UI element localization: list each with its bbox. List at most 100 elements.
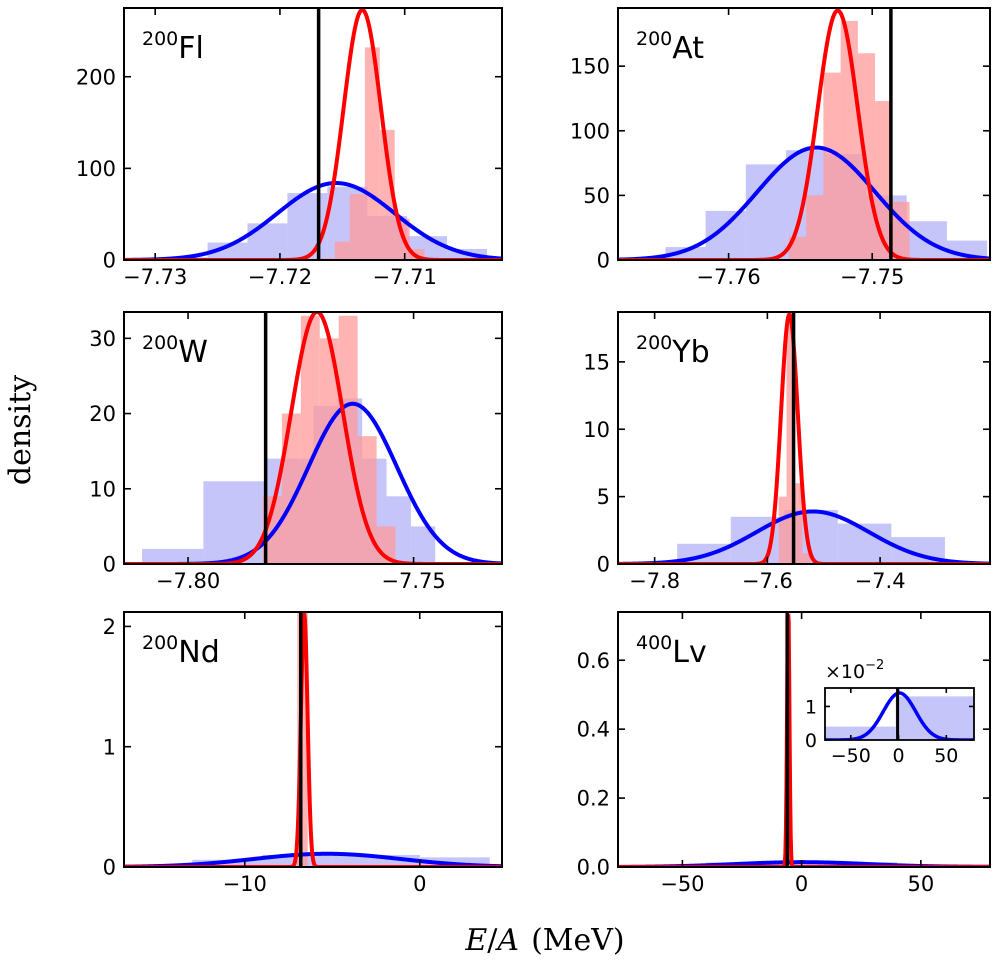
red-hist-bar	[379, 129, 395, 260]
x-tick-label: −7.76	[696, 265, 760, 289]
red-hist-bar	[857, 53, 876, 260]
y-tick-label: 0	[103, 553, 116, 577]
panel-5: −50 0 50 0.0 0.2 0.4 0.6 400Lv	[577, 611, 991, 896]
x-tick-label: −7.75	[840, 265, 904, 289]
y-tick-label: 10	[89, 477, 116, 501]
inset-panel: −50 0 50 0 1	[805, 687, 975, 767]
nucleus-mass: 200	[142, 632, 178, 654]
axes-frame	[617, 311, 991, 565]
x-axis-label-var: E	[464, 923, 487, 958]
y-tick-label: 150	[570, 55, 610, 79]
blue-hist-bar	[207, 242, 248, 260]
y-tick-label: 0	[103, 856, 116, 880]
red-hist-bar	[802, 553, 811, 564]
red-density-curve	[124, 312, 502, 564]
x-tick-label: −7.75	[381, 569, 445, 593]
y-tick-label: 50	[583, 184, 610, 208]
x-tick-label: −50	[660, 872, 704, 896]
axes-frame	[824, 687, 975, 741]
x-tick-label: −7.80	[156, 569, 220, 593]
nucleus-mass: 200	[142, 332, 178, 354]
red-hist-bar	[281, 413, 301, 564]
plot-area	[825, 688, 974, 740]
blue-hist-bar	[825, 726, 896, 740]
y-tick-label: 0	[805, 730, 817, 752]
axes-frame	[617, 7, 991, 261]
nucleus-label: 200Nd	[142, 632, 220, 670]
red-hist-bar	[319, 338, 339, 564]
panel-1: −7.76 −7.75 0 50 100 150 200At	[570, 7, 991, 289]
x-tick-label: −7.6	[742, 569, 793, 593]
blue-density-curve	[124, 181, 502, 260]
y-tick-label: 20	[89, 402, 116, 426]
nucleus-label: 200Yb	[636, 332, 710, 370]
axes-frame	[123, 311, 503, 565]
red-hist-bar	[778, 496, 787, 564]
y-tick-label: 15	[583, 350, 610, 374]
nucleus-mass: 200	[636, 332, 672, 354]
nucleus-label: 200W	[142, 332, 208, 370]
nucleus-element: Yb	[671, 335, 709, 370]
x-tick-label: −10	[223, 872, 267, 896]
y-tick-label: 0.4	[577, 718, 610, 742]
x-tick-label: −7.71	[373, 265, 437, 289]
x-tick-label: −50	[831, 745, 871, 767]
x-tick-label: 0	[795, 872, 808, 896]
y-tick-label: 30	[89, 327, 116, 351]
y-tick-label: 1	[103, 735, 116, 759]
y-tick-label: 200	[76, 65, 116, 89]
x-tick-label: 50	[934, 745, 958, 767]
y-tick-label: 2	[103, 615, 116, 639]
x-tick-label: −7.4	[855, 569, 906, 593]
x-axis-label-var2: A	[494, 923, 519, 958]
y-tick-label: 100	[76, 157, 116, 181]
x-axis-label-slash: /	[487, 923, 498, 958]
plot-area	[124, 8, 502, 260]
y-tick-label: 0	[597, 249, 610, 273]
y-tick-label: 0.0	[577, 856, 610, 880]
blue-hist-bar	[287, 193, 328, 260]
nucleus-element: At	[672, 31, 704, 66]
red-hist-bar	[364, 47, 380, 260]
panel-4: −10 0 0 1 2 200Nd	[103, 611, 503, 896]
x-tick-label: −7.73	[123, 265, 187, 289]
inset-scale-base: ×10	[825, 661, 865, 683]
nucleus-element: W	[178, 335, 208, 370]
x-tick-label: 50	[907, 872, 934, 896]
x-tick-label: −7.8	[629, 569, 680, 593]
red-density-curve	[124, 612, 502, 867]
blue-hist-bar	[247, 223, 288, 260]
blue-density-curve	[618, 145, 990, 260]
red-hist-bar	[349, 194, 365, 260]
red-hist-bar	[823, 72, 841, 260]
red-hist-bar	[875, 101, 893, 260]
red-hist-bar	[892, 201, 910, 260]
y-tick-label: 0	[597, 553, 610, 577]
axes-frame	[617, 611, 991, 868]
plot-area	[124, 612, 502, 867]
y-tick-label: 10	[583, 418, 610, 442]
nucleus-label: 400Lv	[636, 632, 707, 670]
red-hist-bar	[300, 315, 320, 564]
nucleus-mass: 400	[636, 632, 672, 654]
red-hist-bar	[786, 312, 795, 564]
panel-3: −7.8 −7.6 −7.4 0 5 10 15 200Yb	[583, 311, 991, 593]
plot-area	[124, 312, 502, 564]
nucleus-element: Lv	[672, 635, 706, 670]
y-tick-label: 0.6	[577, 649, 610, 673]
nucleus-mass: 200	[142, 28, 178, 50]
plot-area	[618, 312, 990, 564]
inset-scale-label: ×10−2	[825, 658, 884, 683]
blue-hist-bar	[895, 696, 974, 740]
nucleus-label: 200At	[636, 28, 704, 66]
axes-frame	[123, 7, 503, 261]
blue-hist-bar	[745, 164, 787, 260]
axes-frame	[123, 611, 503, 868]
y-tick-label: 1	[805, 696, 817, 718]
nucleus-element: Nd	[178, 635, 219, 670]
red-hist-bar	[357, 436, 377, 564]
red-hist-bar	[334, 241, 350, 260]
